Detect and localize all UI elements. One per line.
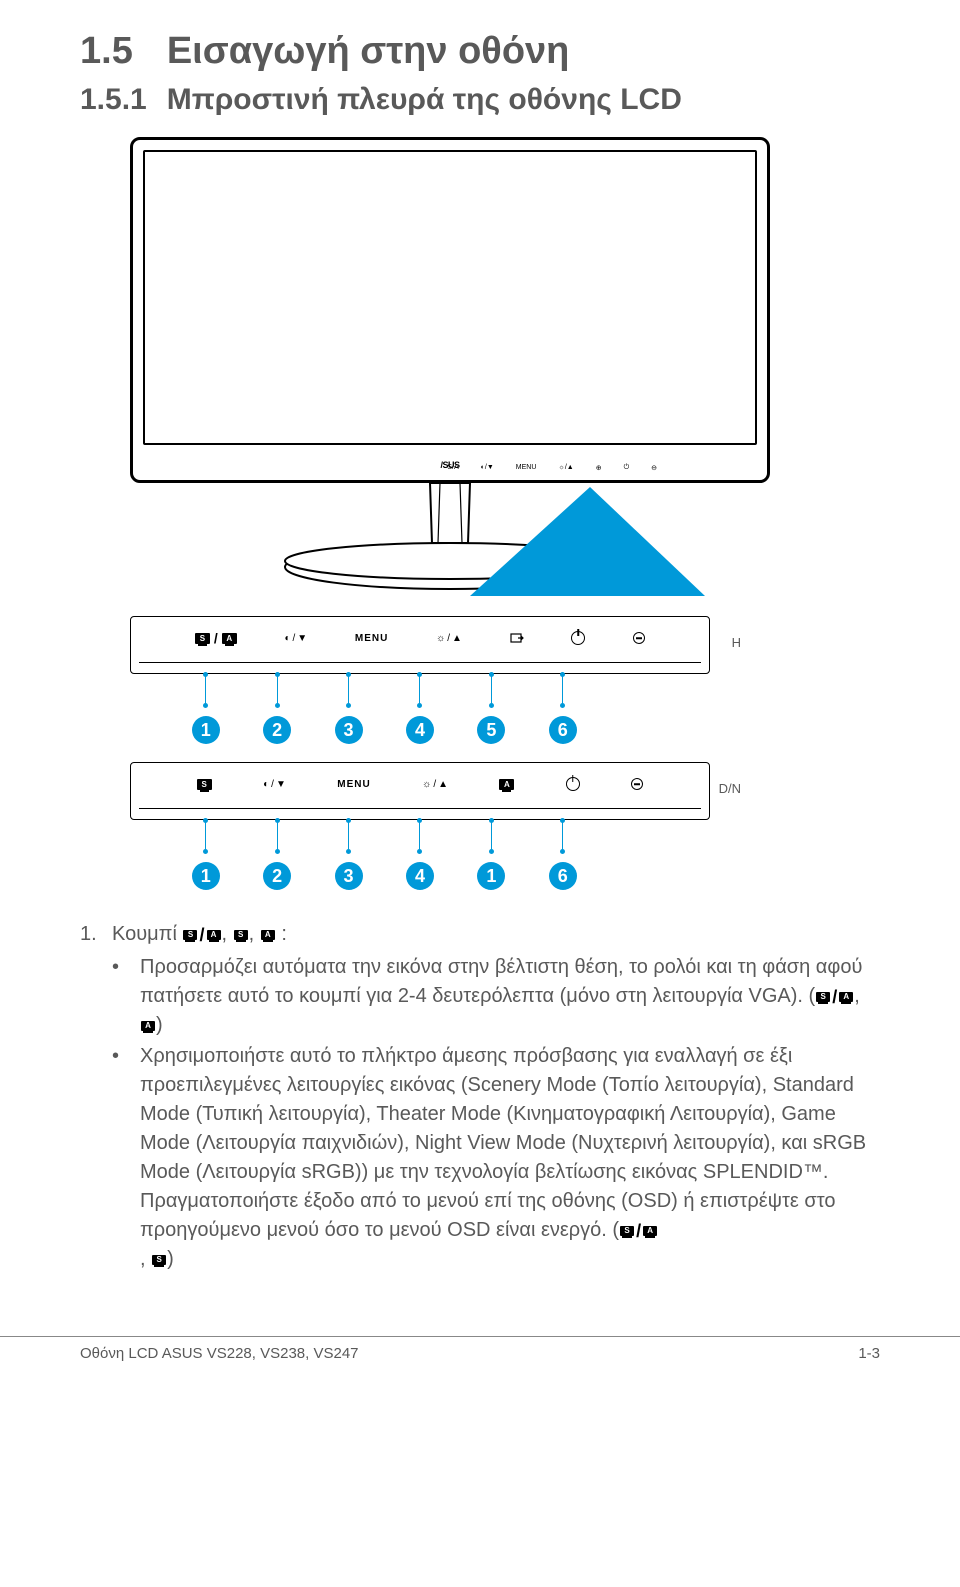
subsection-number: 1.5.1 xyxy=(80,83,147,117)
section-number: 1.5 xyxy=(80,30,133,73)
btn-brightness-up-2: ☼/▲ xyxy=(422,779,448,790)
panel-label-dn: D/N xyxy=(719,781,741,796)
btn-menu: MENU xyxy=(355,633,388,644)
bullet-2: Χρησιμοποιήστε αυτό το πλήκτρο άμεσης πρ… xyxy=(140,1042,880,1274)
callout-numbers-h: 1 2 3 4 5 6 xyxy=(130,716,710,744)
btn-a: A xyxy=(499,779,514,790)
btn-source xyxy=(510,631,524,645)
section-title: Εισαγωγή στην οθόνη xyxy=(167,30,570,73)
footer-right: 1-3 xyxy=(858,1345,880,1362)
callout-numbers-dn: 1 2 3 4 1 6 xyxy=(130,862,710,890)
btn-s: S xyxy=(197,779,212,790)
monitor-stand xyxy=(130,483,770,603)
footer-left: Οθόνη LCD ASUS VS228, VS238, VS247 xyxy=(80,1345,359,1362)
btn-power-2 xyxy=(566,777,580,791)
leader-lines-dn xyxy=(130,820,710,856)
leader-lines-h xyxy=(130,674,710,710)
button-panel-h: H S/A ◐/▼ MENU ☼/▲ xyxy=(130,616,710,674)
monitor-diagram: /SUS S/A ◐/▼ MENU ☼/▲ ⊕ ⏻ ⊖ xyxy=(130,137,770,608)
led-indicator xyxy=(633,632,645,644)
description-list: 1. Κουμπί S/A, S, A : • Προσαρμόζει αυτό… xyxy=(80,920,880,1274)
bullet-1: Προσαρμόζει αυτόματα την εικόνα στην βέλ… xyxy=(140,953,880,1040)
list-lead-1: Κουμπί S/A, S, A : xyxy=(112,920,287,949)
btn-power xyxy=(571,631,585,645)
btn-sa: S/A xyxy=(195,630,237,646)
monitor-front-buttons: S/A ◐/▼ MENU ☼/▲ ⊕ ⏻ ⊖ xyxy=(447,464,657,472)
btn-contrast-down-2: ◐/▼ xyxy=(263,779,286,790)
btn-brightness-up: ☼/▲ xyxy=(436,633,462,644)
button-panel-dn: D/N S ◐/▼ MENU ☼/▲ A xyxy=(130,762,710,820)
led-indicator-2 xyxy=(631,778,643,790)
panel-label-h: H xyxy=(732,635,741,650)
btn-menu-2: MENU xyxy=(337,779,370,790)
btn-contrast-down: ◐/▼ xyxy=(284,633,307,644)
subsection-title: Μπροστινή πλευρά της οθόνης LCD xyxy=(167,83,682,117)
list-number-1: 1. xyxy=(80,920,112,949)
page-footer: Οθόνη LCD ASUS VS228, VS238, VS247 1-3 xyxy=(0,1336,960,1370)
